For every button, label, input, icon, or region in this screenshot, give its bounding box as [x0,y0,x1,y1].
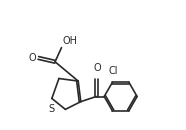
Text: O: O [28,53,36,63]
Text: S: S [48,104,54,114]
Text: OH: OH [62,36,77,46]
Text: Cl: Cl [108,66,118,76]
Text: O: O [93,63,101,73]
